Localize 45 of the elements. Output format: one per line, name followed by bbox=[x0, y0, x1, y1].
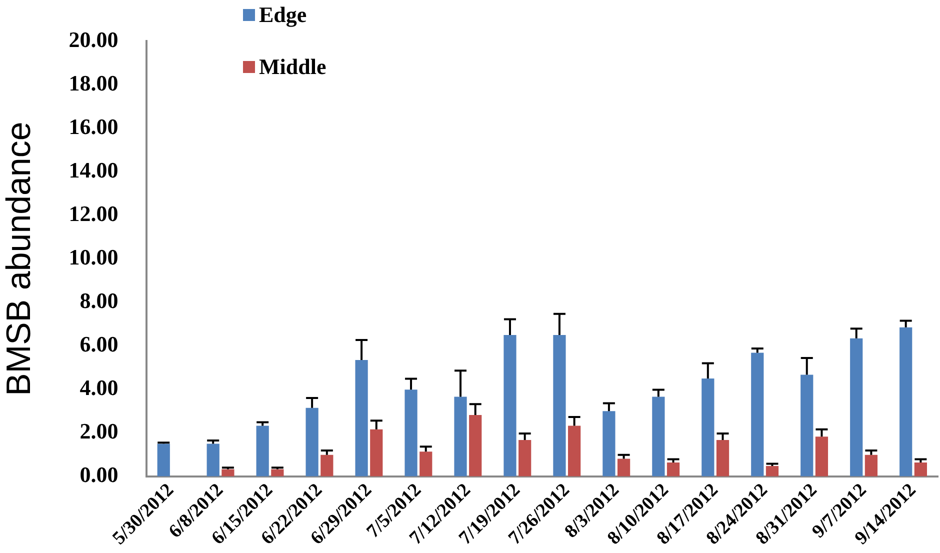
bar bbox=[157, 444, 170, 476]
y-tick-label: 18.00 bbox=[68, 70, 118, 96]
bar bbox=[617, 458, 630, 476]
y-tick-label: 8.00 bbox=[80, 288, 118, 313]
bar bbox=[469, 415, 482, 476]
bar bbox=[206, 444, 220, 476]
bar bbox=[702, 378, 714, 476]
y-tick-label: 0.00 bbox=[80, 462, 118, 488]
bar bbox=[815, 436, 828, 476]
y-tick-label: 10.00 bbox=[68, 244, 118, 270]
bar bbox=[222, 469, 234, 476]
bar bbox=[666, 462, 680, 476]
bar bbox=[320, 454, 334, 476]
bar bbox=[553, 334, 566, 476]
bar bbox=[850, 338, 863, 476]
bar bbox=[271, 469, 284, 476]
bar bbox=[518, 440, 532, 476]
bar bbox=[454, 396, 467, 476]
bar bbox=[914, 462, 927, 476]
bar bbox=[404, 390, 418, 476]
bar bbox=[420, 452, 432, 476]
bar bbox=[652, 396, 665, 476]
bar bbox=[355, 360, 368, 476]
bar bbox=[602, 411, 616, 476]
bar bbox=[306, 408, 318, 476]
bar bbox=[766, 466, 779, 476]
y-tick-label: 2.00 bbox=[80, 418, 118, 444]
y-tick-label: 16.00 bbox=[68, 114, 118, 139]
y-tick-label: 6.00 bbox=[80, 332, 118, 357]
bar bbox=[716, 440, 730, 476]
y-tick-label: 14.00 bbox=[68, 157, 118, 182]
bar bbox=[568, 426, 581, 476]
bar bbox=[900, 327, 912, 476]
y-axis-title: BMSB abundance bbox=[0, 122, 38, 396]
y-tick-label: 12.00 bbox=[68, 200, 118, 226]
legend-label: Middle bbox=[259, 54, 326, 80]
legend-label: Edge bbox=[259, 2, 307, 28]
bar bbox=[504, 334, 516, 476]
bar bbox=[256, 426, 269, 476]
bar bbox=[800, 374, 814, 476]
y-tick-label: 4.00 bbox=[80, 375, 118, 400]
bar bbox=[751, 352, 764, 476]
bar bbox=[864, 454, 878, 476]
bar bbox=[370, 429, 383, 476]
y-tick-label: 20.00 bbox=[68, 26, 118, 52]
